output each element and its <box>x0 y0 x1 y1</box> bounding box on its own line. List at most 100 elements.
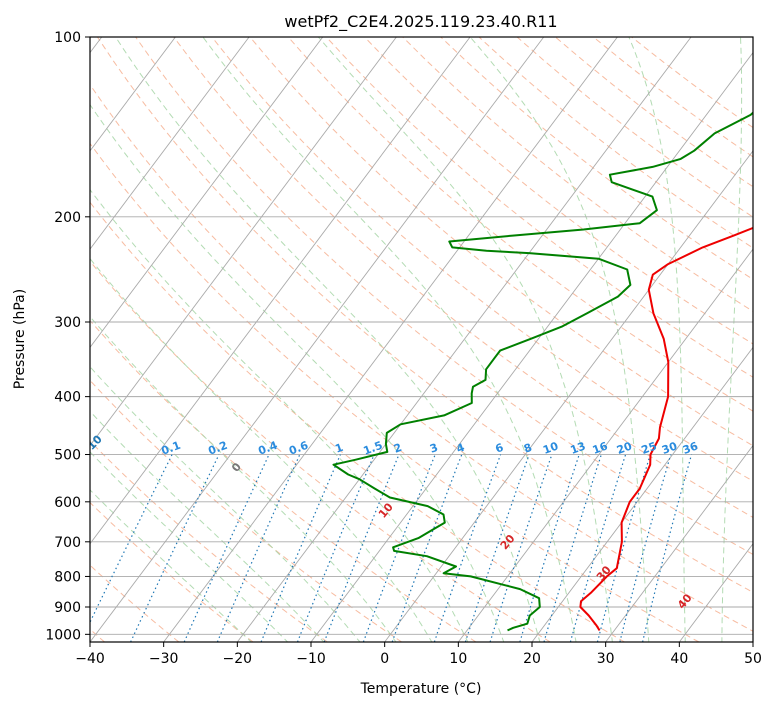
dry-adiabat-line <box>402 37 753 312</box>
dewpoint-profile-line <box>332 111 753 632</box>
mixing-ratio-label: 10 <box>541 439 560 457</box>
isobars <box>90 37 753 635</box>
sounding-profiles <box>332 111 753 632</box>
mixing-ratio-label: 2 <box>392 441 404 456</box>
dry-adiabat-line <box>364 37 753 345</box>
mixing-ratio-label: 3 <box>428 441 440 456</box>
isotherm-line <box>90 37 471 545</box>
isotherm-line <box>384 150 753 642</box>
y-tick-label: 100 <box>54 30 81 46</box>
y-axis-title: Pressure (hPa) <box>12 289 28 389</box>
mixing-ratio-label: 16 <box>591 439 610 457</box>
mixing-ratio-label: 13 <box>569 440 588 457</box>
moist-adiabat-line <box>90 103 505 642</box>
isotherm-line <box>90 37 176 152</box>
y-tick-label: 400 <box>54 390 81 406</box>
moist-adiabat-line <box>721 37 743 642</box>
chart-title: wetPf2_C2E4.2025.119.23.40.R11 <box>284 12 557 32</box>
dry-adiabat-line <box>90 260 551 642</box>
isotherm-line <box>90 37 545 642</box>
moist-adiabat-line <box>90 257 433 642</box>
mixing-ratio-label: 1 <box>333 441 345 456</box>
y-tick-label: 600 <box>54 495 81 511</box>
isotherm-line <box>163 37 618 642</box>
isotherm-line <box>90 37 324 349</box>
y-tick-label: 700 <box>54 535 81 551</box>
moist-adiabat-line <box>318 37 613 642</box>
x-tick-label: −30 <box>149 651 179 667</box>
mixing-ratio-line <box>260 454 341 642</box>
mixing-ratio-line <box>216 454 301 642</box>
mixing-ratio-label: 0.1 <box>160 439 183 458</box>
dry-adiabat-line <box>96 37 753 593</box>
mixing-ratio-label: 25 <box>640 440 659 457</box>
y-tick-label: 500 <box>54 448 81 464</box>
x-tick-label: 0 <box>380 651 389 667</box>
mixing-ratio-line <box>391 454 463 642</box>
mixing-ratio-label: 30 <box>660 439 679 457</box>
y-tick-label: 800 <box>54 569 81 585</box>
x-tick-label: 20 <box>523 651 541 667</box>
y-tick-label: 300 <box>54 315 81 331</box>
mixing-ratio-line <box>619 454 672 642</box>
moist-adiabat-line <box>90 366 361 642</box>
x-tick-label: −40 <box>75 651 105 667</box>
dry-adiabat-line <box>90 440 328 642</box>
dry-adiabat-line <box>90 142 700 642</box>
isotherm-line <box>457 248 753 642</box>
mixing-ratio-line <box>642 454 693 642</box>
x-axis-title: Temperature (°C) <box>360 681 482 697</box>
mixing-ratio-label: 36 <box>681 439 700 457</box>
dry-adiabat-line <box>90 83 753 632</box>
plot-frame <box>89 36 754 643</box>
x-tick-label: −20 <box>223 651 253 667</box>
y-tick-label: 900 <box>54 600 81 616</box>
axis-ticks: −40 −30 −20 −10 0 10 20 30 40 5010020030040050060… <box>45 30 762 667</box>
moist-adiabats <box>90 37 743 642</box>
moist-adiabat-line <box>90 188 469 642</box>
mixing-ratio-line <box>362 454 436 642</box>
dry-adiabat-line <box>90 319 477 642</box>
mixing-ratio-line <box>489 454 553 642</box>
moist-adiabat-line <box>90 451 289 642</box>
mixing-ratio-label: 6 <box>494 441 506 456</box>
x-tick-label: 50 <box>744 651 762 667</box>
mixing-ratio-label: 0.2 <box>206 439 229 458</box>
moist-adiabat-line <box>628 37 686 642</box>
moist-adiabat-line <box>90 315 397 642</box>
mixing-ratio-label: 4 <box>455 441 467 456</box>
x-tick-label: −10 <box>296 651 326 667</box>
isotherm-line <box>531 346 753 642</box>
isotherm-line <box>90 37 397 447</box>
mixing-ratio-line <box>433 454 502 642</box>
mixing-ratio-label: 8 <box>522 441 534 456</box>
x-tick-label: 10 <box>449 651 467 667</box>
dry-adiabat-line <box>325 37 753 378</box>
moist-adiabat-line <box>469 37 650 642</box>
mixing-ratio-label: 0.6 <box>287 439 310 458</box>
moist-adiabat-line <box>90 410 325 642</box>
isotherms <box>90 37 753 642</box>
mixing-ratio-line <box>464 454 530 642</box>
mixing-ratio-lines <box>90 454 693 642</box>
isotherm-line <box>310 51 753 642</box>
plot-area: 0.10.20.40.611.52346810131620253036-100-… <box>90 37 753 642</box>
y-tick-label: 1000 <box>45 627 81 643</box>
isotherm-line <box>236 37 692 642</box>
dry-adiabat-line <box>135 37 753 555</box>
in-plot-labels: 0.10.20.40.611.52346810131620253036-100-… <box>90 432 700 611</box>
temperature-profile-line <box>579 226 753 631</box>
mixing-ratio-label: 0.4 <box>256 439 279 458</box>
isotherm-line <box>90 37 250 250</box>
isotherm-line <box>605 444 753 642</box>
moist-adiabat-line <box>90 489 252 642</box>
dry-adiabat-line <box>90 564 180 642</box>
x-tick-label: 30 <box>597 651 615 667</box>
x-tick-label: 40 <box>670 651 688 667</box>
moist-adiabat-line <box>115 37 541 642</box>
y-tick-label: 200 <box>54 210 81 226</box>
dry-adiabat-line <box>173 37 753 518</box>
mixing-ratio-line <box>90 454 173 624</box>
